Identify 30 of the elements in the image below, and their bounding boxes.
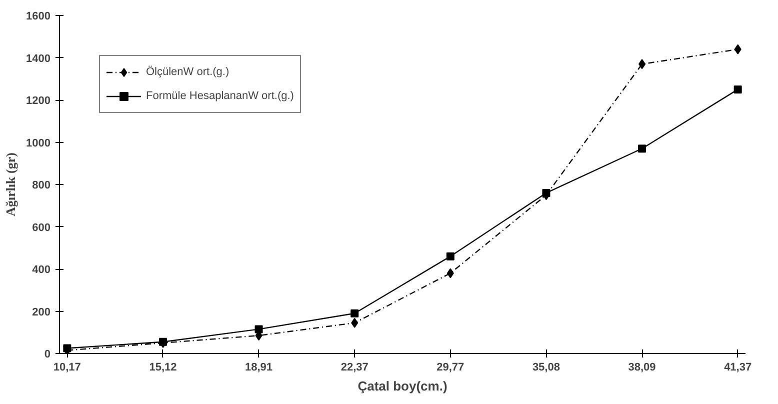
point [734,44,742,54]
x-tick-label: 29,77 [436,362,464,374]
y-tick-label: 200 [32,306,51,318]
x-tick-label: 15,12 [149,362,177,374]
point [446,252,454,260]
point [254,325,263,334]
x-tick-label: 18,91 [245,362,273,374]
y-tick-label: 800 [32,180,51,192]
point [638,144,646,153]
legend-label: ÖlçülenW ort.(g.) [146,66,230,78]
legend-label: Formüle HesaplananW ort.(g.) [146,90,294,102]
y-tick-label: 0 [44,348,51,360]
y-tick-label: 1400 [26,52,51,65]
point [351,318,358,328]
y-axis-title: Ağırlık (gr) [3,152,18,216]
x-tick-label: 10,17 [53,362,81,374]
y-tick-label: 400 [32,264,51,276]
y-tick-label: 600 [32,222,51,234]
y-tick-label: 1000 [26,137,51,150]
x-tick-label: 41,37 [724,362,752,374]
point [350,309,359,318]
point [734,85,742,94]
x-tick-label: 35,08 [532,362,560,374]
point [446,268,454,278]
point [638,59,646,70]
y-tick-label: 1200 [26,95,51,107]
x-tick-label: 22,37 [340,362,368,374]
x-axis-title: Çatal boy(cm.) [358,378,448,394]
x-tick-label: 38,09 [628,362,656,374]
y-tick-label: 1600 [26,10,51,22]
